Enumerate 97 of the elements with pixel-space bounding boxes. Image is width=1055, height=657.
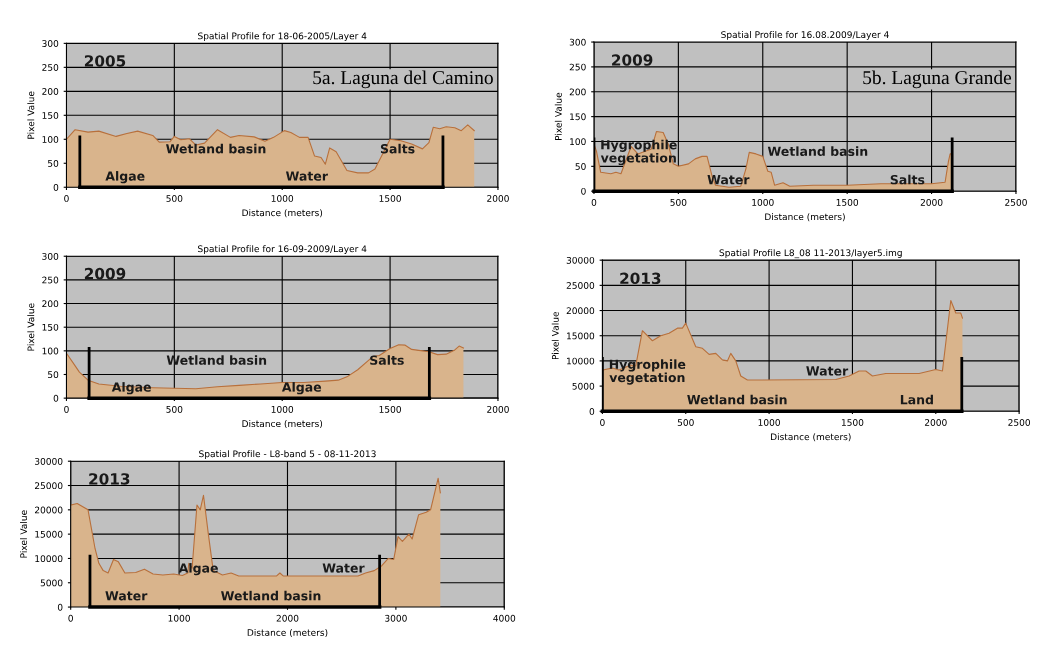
x-tick-label: 2000 (276, 614, 299, 622)
y-tick-label: 300 (42, 40, 59, 47)
x-tick-label: 500 (670, 198, 687, 206)
x-tick-label: 2500 (1008, 419, 1031, 426)
chart-title: Spatial Profile L8_08 11-2013/layer5.img (719, 249, 902, 259)
x-tick-label: 1000 (752, 198, 774, 206)
y-tick-label: 100 (42, 136, 59, 143)
y-tick-label: 200 (42, 88, 59, 95)
annotation: Salts (890, 174, 925, 185)
y-tick-label: 0 (53, 183, 59, 191)
x-tick-label: 500 (166, 405, 183, 413)
y-tick-label: 0 (57, 603, 63, 611)
y-tick-label: 150 (570, 113, 586, 121)
x-tick-label: 2000 (487, 195, 509, 202)
annotation: Land (900, 394, 933, 405)
annotation: 2005 (84, 55, 126, 67)
x-tick-label: 0 (68, 614, 73, 622)
y-tick-label: 20000 (34, 506, 63, 514)
x-tick-label: 1000 (168, 614, 190, 622)
y-tick-label: 300 (569, 38, 586, 46)
chart-title: Spatial Profile for 16.08.2009/Layer 4 (721, 31, 889, 40)
x-tick-label: 1500 (841, 419, 864, 426)
annotation: 2009 (84, 267, 126, 280)
y-tick-label: 30000 (566, 256, 595, 264)
annotation: Hygrophile vegetation (609, 359, 686, 385)
annotation: Algae (105, 171, 145, 184)
chart-title: Spatial Profile for 16-09-2009/Layer 4 (198, 245, 367, 254)
x-tick-label: 1500 (379, 405, 401, 413)
annotation: Wetland basin (687, 394, 787, 405)
y-tick-label: 20000 (566, 307, 595, 315)
y-tick-label: 300 (42, 252, 59, 260)
y-tick-label: 50 (48, 159, 59, 167)
y-tick-label: 200 (42, 300, 59, 308)
x-tick-label: 2000 (924, 419, 947, 426)
annotation: Algae (281, 382, 322, 395)
x-tick-label: 3000 (385, 614, 407, 622)
x-tick-label: 1000 (271, 195, 294, 202)
chart-title: Spatial Profile - L8-band 5 - 08-11-2013 (199, 450, 376, 459)
y-tick-label: 50 (575, 163, 586, 170)
y-axis-title: Pixel Value (20, 510, 28, 558)
x-tick-label: 1000 (271, 405, 294, 413)
x-tick-label: 1000 (758, 419, 780, 426)
annotation: Salts (380, 143, 415, 154)
text: 5b. Laguna Grande (863, 70, 1012, 89)
y-tick-label: 25000 (566, 282, 595, 289)
x-tick-label: 500 (166, 195, 183, 202)
y-tick-label: 15000 (567, 332, 595, 340)
y-axis-title: Pixel Value (27, 303, 35, 351)
x-tick-label: 4000 (493, 614, 516, 622)
x-tick-label: 0 (64, 195, 69, 202)
x-tick-label: 1500 (379, 195, 401, 202)
annotation: Water (322, 563, 365, 573)
text: 5a. Laguna del Camino (313, 70, 493, 89)
annotation: Water (806, 366, 849, 376)
annotation: Wetland basin (166, 143, 266, 154)
y-tick-label: 15000 (35, 530, 63, 538)
y-tick-label: 150 (42, 112, 59, 119)
y-tick-label: 30000 (35, 457, 63, 465)
annotation: Water (285, 171, 328, 181)
x-axis-title: Distance (meters) (247, 629, 328, 638)
x-axis-title: Distance (meters) (765, 213, 845, 222)
x-axis-title: Distance (meters) (242, 209, 323, 218)
y-tick-label: 10000 (567, 357, 595, 365)
x-tick-label: 500 (677, 419, 694, 426)
y-tick-label: 100 (570, 138, 586, 146)
annotation: 2013 (620, 272, 661, 285)
y-tick-label: 200 (569, 88, 586, 96)
y-tick-label: 50 (48, 371, 59, 379)
y-tick-label: 250 (42, 276, 59, 284)
x-tick-label: 2000 (920, 198, 943, 206)
y-tick-label: 0 (53, 394, 59, 402)
y-tick-label: 250 (42, 64, 59, 71)
x-axis-title: Distance (meters) (771, 433, 851, 442)
y-tick-label: 25000 (34, 482, 63, 490)
y-axis-title: Pixel Value (554, 92, 562, 140)
annotation: 2009 (612, 54, 653, 66)
y-tick-label: 5000 (572, 382, 595, 390)
annotation: Salts (370, 355, 404, 365)
y-tick-label: 150 (42, 323, 59, 331)
x-tick-label: 0 (600, 419, 605, 426)
x-tick-label: 2500 (1005, 198, 1027, 206)
y-tick-label: 0 (581, 187, 586, 195)
chart-title: Spatial Profile for 18-06-2005/Layer 4 (198, 32, 367, 42)
annotation: Wetland basin (221, 590, 321, 601)
y-axis-title: Pixel Value (551, 311, 559, 360)
annotation: Algae (111, 382, 151, 395)
annotation: Water (105, 591, 148, 601)
x-axis-title: Distance (meters) (242, 420, 323, 429)
y-tick-label: 5000 (40, 579, 63, 587)
y-tick-label: 100 (42, 347, 59, 355)
y-tick-label: 250 (569, 63, 586, 71)
x-tick-label: 2000 (487, 405, 509, 413)
x-tick-label: 0 (64, 405, 69, 413)
y-tick-label: 10000 (35, 555, 63, 563)
annotation: 2013 (89, 473, 130, 485)
y-axis-title: Pixel Value (27, 91, 35, 139)
x-tick-label: 1500 (836, 198, 859, 206)
